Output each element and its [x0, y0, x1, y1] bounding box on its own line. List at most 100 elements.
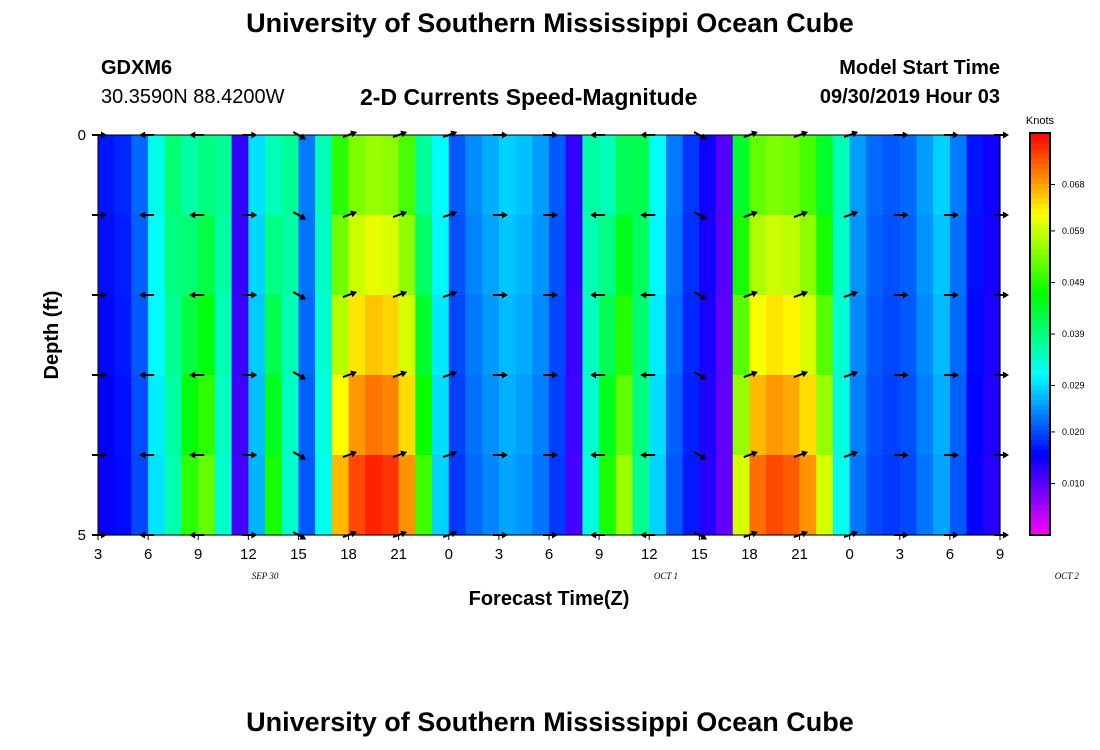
heatmap-cell: [248, 375, 266, 456]
heatmap-cell: [782, 135, 801, 216]
current-vector-arrowhead: [751, 370, 758, 378]
heatmap-cell: [281, 375, 300, 456]
current-vector-arrowhead: [1003, 131, 1009, 139]
heatmap-cell: [916, 455, 934, 536]
heatmap-cell: [131, 215, 149, 296]
colorbar-segment: [1030, 419, 1050, 426]
current-vector-arrowhead: [700, 213, 708, 220]
heatmap-cell: [114, 135, 133, 216]
heatmap-cell: [148, 375, 166, 456]
heatmap-cell: [315, 215, 333, 296]
current-vector-arrowhead: [851, 210, 859, 218]
heatmap-cell: [883, 295, 901, 376]
heatmap-cell: [632, 295, 650, 376]
current-vector-arrowhead: [450, 370, 458, 378]
colorbar-segment: [1030, 313, 1050, 320]
heatmap-cell: [832, 215, 851, 296]
heatmap-cell: [498, 135, 517, 216]
colorbar-segment: [1030, 268, 1050, 275]
current-vector-arrowhead: [851, 370, 859, 378]
heatmap-cell: [782, 295, 801, 376]
current-vector-arrowhead: [902, 291, 909, 299]
heatmap-cell: [465, 295, 483, 376]
colorbar-tick-label: 0.059: [1062, 226, 1085, 236]
current-vector-arrowhead: [251, 451, 258, 459]
colorbar-segment: [1030, 263, 1050, 270]
colorbar-segment: [1030, 308, 1050, 315]
current-vector-arrowhead: [1003, 451, 1009, 459]
heatmap-cell: [482, 215, 500, 296]
heatmap-cell: [799, 455, 817, 536]
heatmap-cell: [766, 215, 784, 296]
heatmap-cell: [164, 455, 183, 536]
heatmap-cell: [665, 135, 684, 216]
x-tick-label: 0: [845, 546, 853, 563]
heatmap-cell: [181, 135, 199, 216]
current-vector-arrowhead: [139, 131, 146, 139]
colorbar-segment: [1030, 454, 1050, 461]
colorbar-tick-label: 0.020: [1062, 427, 1085, 437]
current-vector-arrowhead: [700, 533, 708, 540]
heatmap-cell: [498, 375, 517, 456]
heatmap-cell: [515, 455, 533, 536]
colorbar-segment: [1030, 298, 1050, 305]
x-tick-label: 15: [691, 546, 708, 563]
heatmap-cell: [515, 375, 533, 456]
colorbar-segment: [1030, 369, 1050, 375]
current-vector-arrowhead: [640, 371, 647, 379]
current-vector-arrowhead: [902, 531, 909, 539]
heatmap-cell: [849, 375, 867, 456]
current-vector-arrowhead: [952, 451, 959, 459]
heatmap-cell: [649, 455, 667, 536]
heatmap-cell: [148, 135, 166, 216]
current-vector-arrowhead: [450, 450, 458, 458]
colorbar-segment: [1030, 499, 1050, 506]
colorbar-segment: [1030, 524, 1050, 531]
colorbar-segment: [1030, 218, 1050, 225]
heatmap-cell: [265, 215, 283, 296]
heatmap-cell: [949, 215, 968, 296]
colorbar-segment: [1030, 364, 1050, 370]
colorbar-segment: [1030, 318, 1050, 325]
heatmap-cell: [966, 375, 984, 456]
heatmap-cell: [164, 215, 183, 296]
heatmap-cell: [866, 135, 884, 216]
current-vector-arrowhead: [350, 530, 358, 538]
current-vector-arrowhead: [952, 291, 959, 299]
current-vector-arrowhead: [450, 210, 458, 218]
heatmap-cell: [398, 135, 416, 216]
heatmap-cell: [849, 455, 867, 536]
heatmap-cell: [448, 455, 467, 536]
heatmap-cell: [582, 215, 600, 296]
current-vector-arrowhead: [851, 530, 859, 538]
current-vector-arrowhead: [251, 371, 258, 379]
heatmap-cell: [298, 135, 316, 216]
current-vector-arrowhead: [189, 291, 196, 299]
heatmap-cell: [866, 455, 884, 536]
heatmap-cell: [632, 375, 650, 456]
x-tick-label: 3: [495, 546, 503, 563]
heatmap-cell: [883, 215, 901, 296]
heatmap-cell: [265, 295, 283, 376]
heatmap-cell: [983, 135, 1001, 216]
colorbar-segment: [1030, 469, 1050, 476]
heatmap-cell: [682, 455, 700, 536]
heatmap-cell: [983, 295, 1001, 376]
heatmap-cell: [699, 295, 717, 376]
heatmap-cell: [732, 215, 751, 296]
current-vector-arrowhead: [450, 290, 458, 298]
heatmap-cell: [949, 295, 968, 376]
heatmap-cell: [916, 215, 934, 296]
heatmap-cell: [348, 215, 366, 296]
heatmap-cell: [365, 295, 383, 376]
heatmap-cell: [298, 455, 316, 536]
heatmap-cell: [716, 455, 734, 536]
current-vector-arrowhead: [590, 131, 597, 139]
heatmap-cell: [883, 455, 901, 536]
colorbar-tick-label: 0.029: [1062, 381, 1085, 391]
heatmap-cell: [348, 135, 366, 216]
current-vector-arrowhead: [251, 531, 258, 539]
heatmap-cell: [448, 295, 467, 376]
heatmap-cell: [816, 455, 834, 536]
current-vector-arrowhead: [251, 291, 258, 299]
